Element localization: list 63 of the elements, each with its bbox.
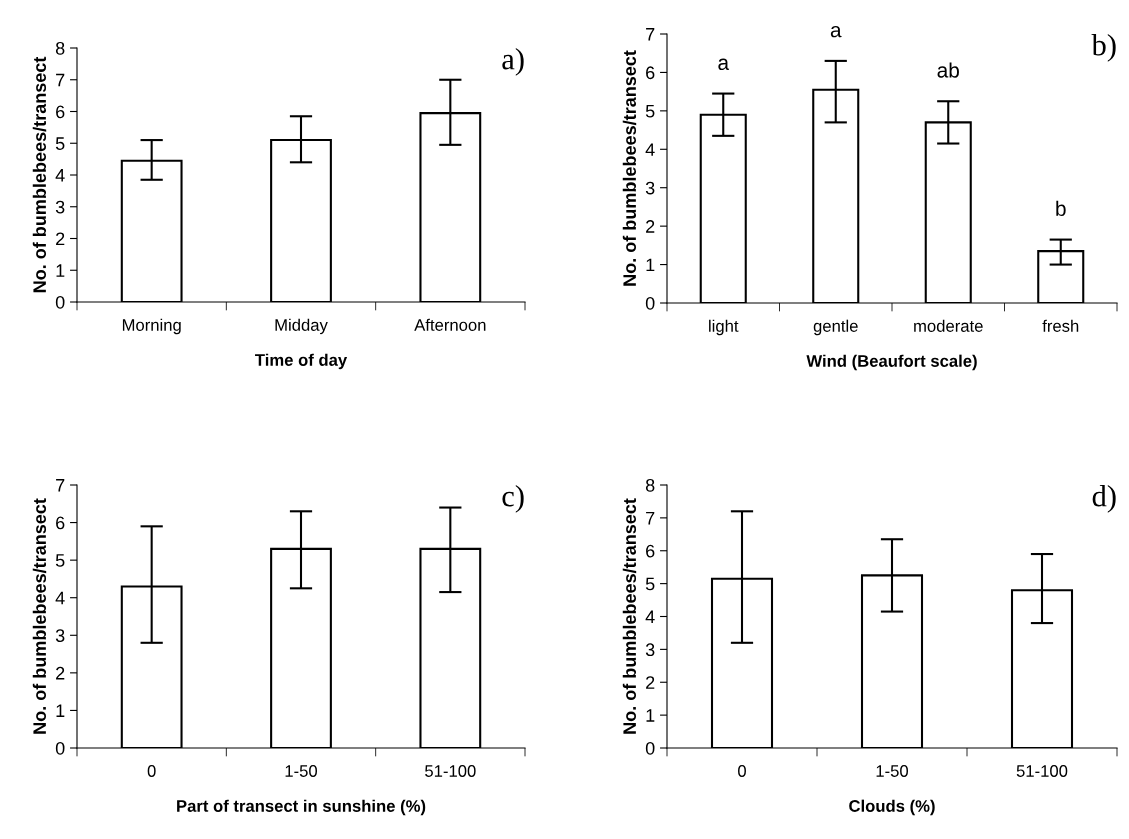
y-tick-label: 6 xyxy=(56,105,65,119)
annotation: c) xyxy=(502,485,524,513)
y-tick-label: 0 xyxy=(645,296,655,310)
y-tick-label: 1 xyxy=(56,704,65,717)
y-tick-label: 0 xyxy=(645,741,655,755)
y-tick-label: 3 xyxy=(55,200,65,214)
annotation: d) xyxy=(1092,485,1116,513)
y-tick-label: 8 xyxy=(55,41,65,55)
y-tick-label: 5 xyxy=(55,137,65,150)
y-tick-label: 7 xyxy=(646,28,655,41)
y-tick-label: 4 xyxy=(55,169,65,182)
y-tick-label: 2 xyxy=(646,676,655,689)
x-tick-label: 1-50 xyxy=(285,765,318,777)
y-tick-label: 2 xyxy=(646,220,655,233)
x-tick-label: fresh xyxy=(1042,319,1079,332)
y-tick-label: 0 xyxy=(55,295,65,309)
y-tick-label: 5 xyxy=(55,554,65,567)
y-tick-label: 0 xyxy=(55,741,65,755)
y-axis-title: No. of bumblebees/transect xyxy=(622,498,637,734)
y-tick-label: 7 xyxy=(56,479,65,492)
x-axis-title: Clouds (%) xyxy=(849,799,935,816)
y-tick-label: 6 xyxy=(56,516,65,530)
y-tick-label: 1 xyxy=(646,709,655,722)
y-tick-label: 2 xyxy=(56,666,65,680)
annotation: a xyxy=(718,58,730,70)
annotation: b xyxy=(1056,200,1066,217)
annotation: a) xyxy=(502,48,524,76)
x-tick-label: Morning xyxy=(122,318,181,335)
x-tick-label: gentle xyxy=(813,319,858,336)
y-tick-label: 4 xyxy=(55,591,65,605)
y-tick-label: 8 xyxy=(645,478,655,492)
y-axis-title: No. of bumblebees/transect xyxy=(32,498,47,734)
annotation: a xyxy=(830,25,842,38)
y-tick-label: 6 xyxy=(646,66,655,80)
y-tick-label: 7 xyxy=(646,512,655,525)
y-tick-label: 5 xyxy=(645,577,655,591)
x-tick-label: 51-100 xyxy=(425,765,476,777)
y-tick-label: 3 xyxy=(55,629,65,643)
y-tick-label: 4 xyxy=(645,610,655,624)
y-tick-label: 3 xyxy=(645,643,655,657)
y-tick-label: 2 xyxy=(56,232,65,246)
x-tick-label: 51-100 xyxy=(1016,765,1068,777)
x-axis-title: Wind (Beaufort scale) xyxy=(806,354,977,371)
x-axis-title: Time of day xyxy=(255,353,348,370)
x-tick-label: 0 xyxy=(147,765,156,777)
y-axis-title: No. of bumblebees/transect xyxy=(622,50,637,286)
y-tick-label: 5 xyxy=(645,104,655,118)
x-axis-title: Part of transect in sunshine (%) xyxy=(177,799,426,816)
x-tick-label: 1-50 xyxy=(876,765,909,777)
x-tick-label: Afternoon xyxy=(414,318,486,331)
x-tick-label: Midday xyxy=(275,318,328,335)
y-tick-label: 1 xyxy=(56,264,65,277)
annotation: b) xyxy=(1091,34,1116,62)
y-tick-label: 7 xyxy=(56,73,65,87)
x-tick-label: moderate xyxy=(914,319,983,332)
annotation: ab xyxy=(937,62,959,78)
x-tick-label: 0 xyxy=(738,765,746,777)
x-tick-label: light xyxy=(709,319,739,336)
y-tick-label: 4 xyxy=(645,143,655,156)
y-tick-label: 1 xyxy=(646,258,655,272)
y-tick-label: 3 xyxy=(645,181,655,195)
y-axis-title: No. of bumblebees/transect xyxy=(32,56,47,293)
y-tick-label: 6 xyxy=(646,544,655,558)
